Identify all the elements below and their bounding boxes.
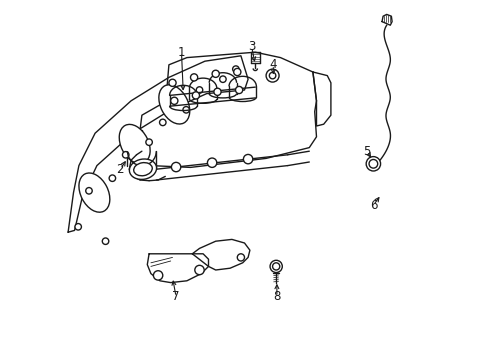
Text: 4: 4 bbox=[269, 58, 277, 71]
Circle shape bbox=[171, 162, 181, 172]
Text: 1: 1 bbox=[177, 46, 185, 59]
Ellipse shape bbox=[119, 125, 150, 163]
Ellipse shape bbox=[159, 85, 189, 124]
Circle shape bbox=[237, 254, 244, 261]
Text: 7: 7 bbox=[172, 291, 180, 303]
Circle shape bbox=[190, 74, 197, 81]
Text: 5: 5 bbox=[363, 145, 370, 158]
Text: 8: 8 bbox=[273, 291, 280, 303]
Ellipse shape bbox=[79, 173, 110, 212]
Circle shape bbox=[207, 158, 216, 167]
Polygon shape bbox=[381, 14, 391, 25]
Circle shape bbox=[213, 88, 221, 95]
Circle shape bbox=[265, 69, 279, 82]
Circle shape bbox=[219, 76, 225, 82]
Circle shape bbox=[212, 70, 219, 77]
Polygon shape bbox=[147, 254, 208, 283]
Circle shape bbox=[153, 271, 163, 280]
Circle shape bbox=[145, 139, 152, 145]
Circle shape bbox=[194, 265, 204, 275]
Circle shape bbox=[192, 92, 199, 99]
Circle shape bbox=[269, 260, 282, 273]
Circle shape bbox=[233, 68, 241, 76]
Text: 3: 3 bbox=[247, 40, 255, 53]
Circle shape bbox=[232, 66, 239, 72]
Polygon shape bbox=[312, 72, 330, 126]
Text: 2: 2 bbox=[116, 163, 124, 176]
Circle shape bbox=[159, 119, 166, 126]
Circle shape bbox=[366, 157, 380, 171]
Circle shape bbox=[243, 154, 252, 164]
Circle shape bbox=[196, 87, 203, 93]
Circle shape bbox=[235, 86, 242, 94]
Polygon shape bbox=[192, 239, 249, 270]
Circle shape bbox=[183, 107, 189, 113]
Polygon shape bbox=[68, 56, 247, 232]
Polygon shape bbox=[140, 52, 316, 167]
Circle shape bbox=[122, 152, 129, 158]
Circle shape bbox=[168, 79, 176, 86]
Ellipse shape bbox=[133, 163, 152, 176]
Ellipse shape bbox=[129, 159, 156, 179]
Circle shape bbox=[75, 224, 81, 230]
Circle shape bbox=[170, 97, 178, 104]
Circle shape bbox=[368, 159, 377, 168]
Circle shape bbox=[85, 188, 92, 194]
Circle shape bbox=[269, 72, 275, 79]
Circle shape bbox=[102, 238, 108, 244]
Text: 6: 6 bbox=[369, 199, 376, 212]
Circle shape bbox=[109, 175, 115, 181]
